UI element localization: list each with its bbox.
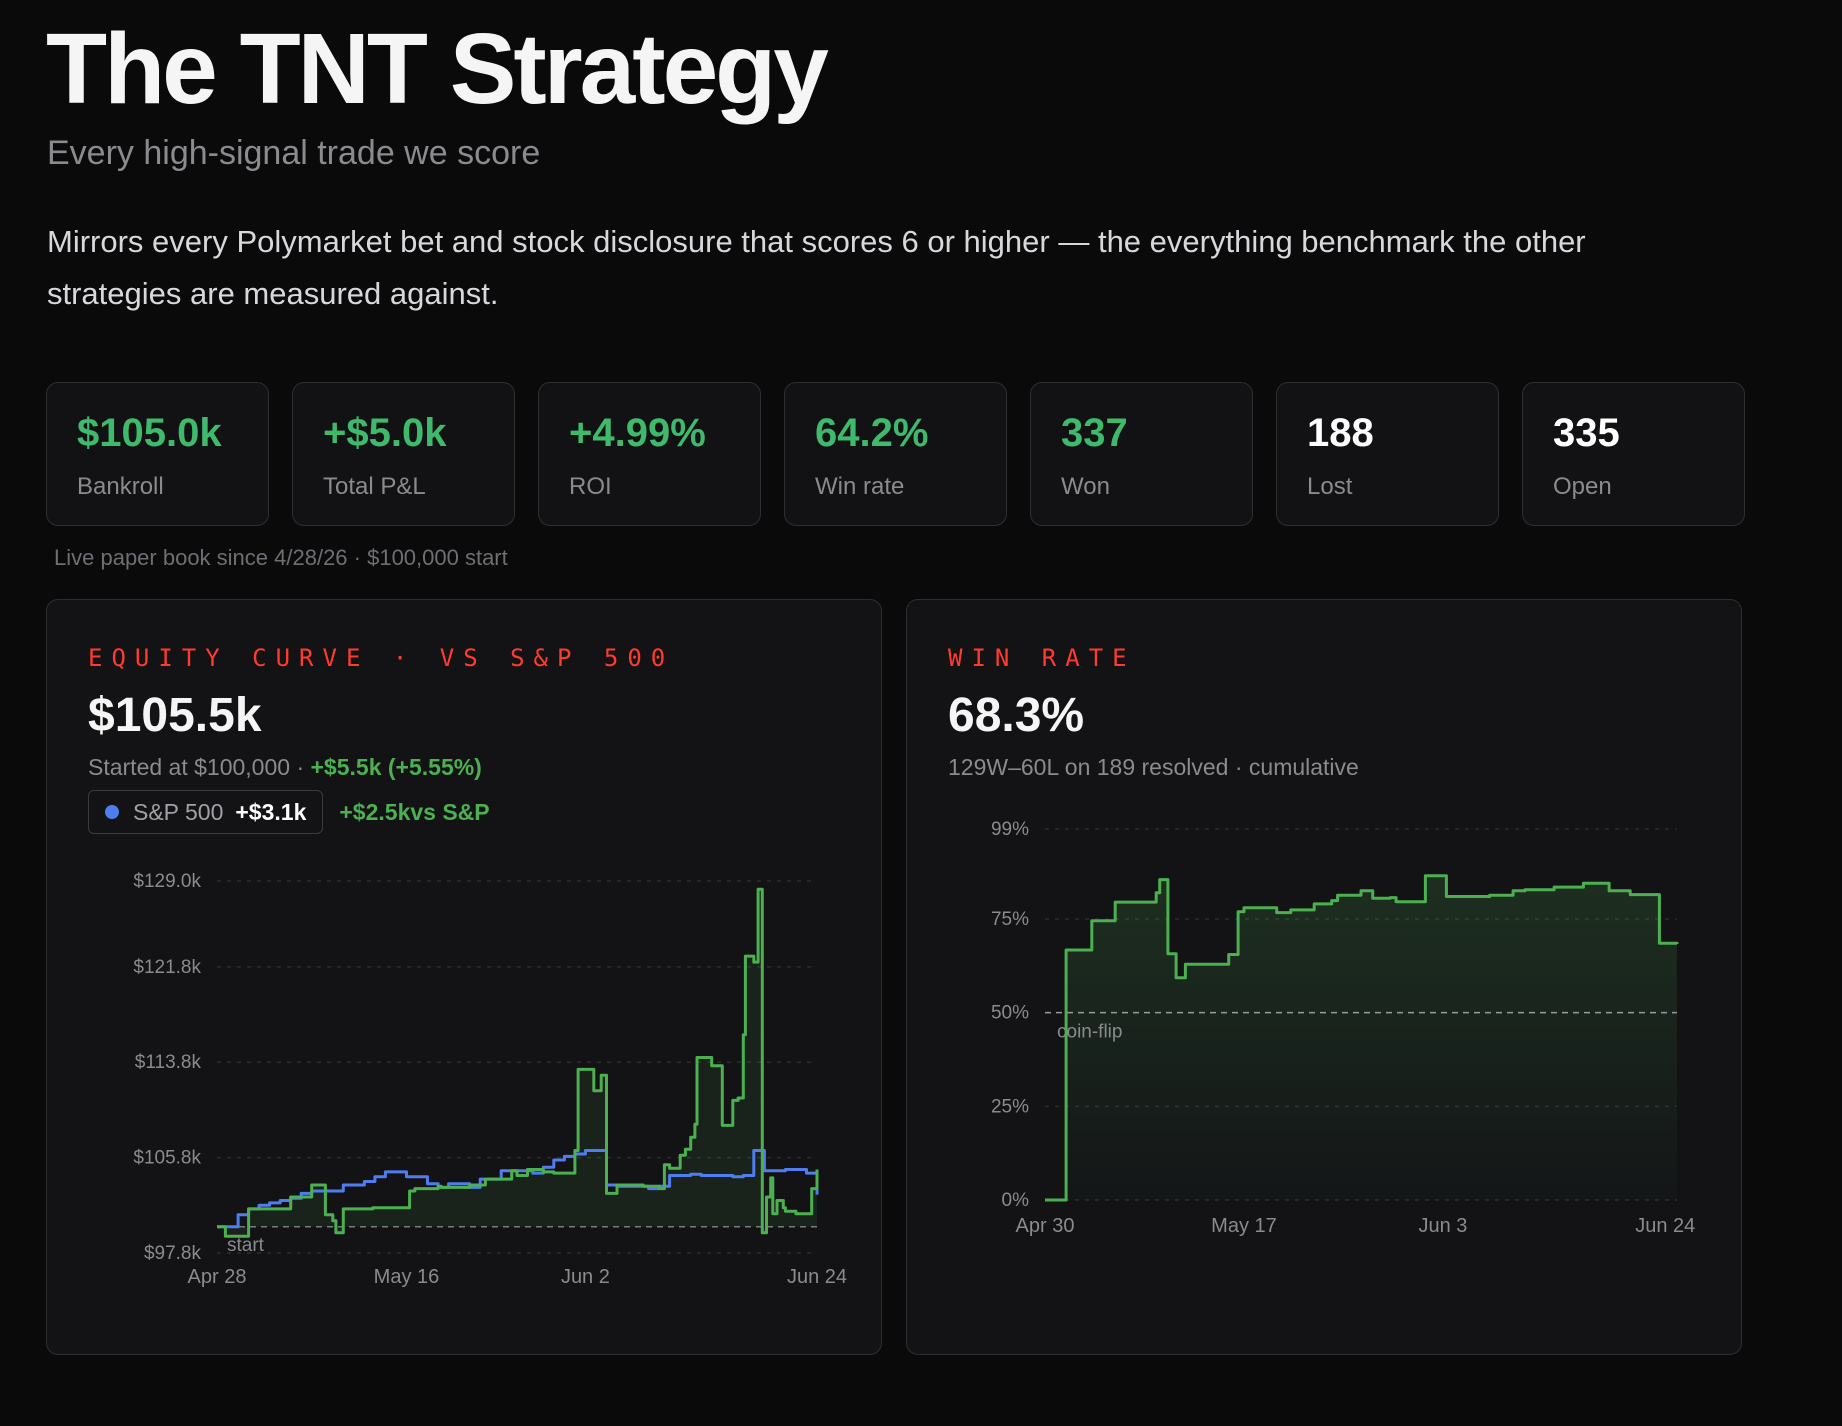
stat-card-roi: +4.99% ROI (538, 382, 761, 526)
x-tick-label: Jun 24 (1635, 1215, 1695, 1237)
equity-curve-card: EQUITY CURVE · VS S&P 500 $105.5k Starte… (46, 599, 882, 1355)
stat-card-total-pnl: +$5.0k Total P&L (292, 382, 515, 526)
stat-value: 337 (1061, 411, 1128, 455)
win-rate-line (1045, 874, 1679, 1202)
winrate-kicker: WIN RATE (948, 644, 1136, 672)
stat-label: Win rate (815, 473, 905, 500)
winrate-sub: 129W–60L on 189 resolved · cumulative (948, 754, 1359, 780)
equity-legend: S&P 500 +$3.1k +$2.5kvs S&P (88, 790, 490, 834)
strategy-description: Mirrors every Polymarket bet and stock d… (47, 224, 1586, 311)
stat-card-win-rate: 64.2% Win rate (784, 382, 1007, 526)
y-tick-label: 25% (991, 1096, 1029, 1117)
stat-value: +4.99% (569, 411, 706, 455)
win-rate-chart: 99% 75% 50% 25% 0% Apr 30 May 17 Jun 3 Jun 24 coi… (991, 819, 1695, 1237)
win-rate-card: WIN RATE 68.3% 129W–60L on 189 resolved … (906, 599, 1742, 1355)
stat-value: 335 (1553, 411, 1620, 455)
x-tick-label: Jun 2 (561, 1266, 610, 1288)
y-tick-label: 0% (1002, 1190, 1030, 1211)
strategy-line (217, 887, 819, 1238)
sp500-legend-chip[interactable]: S&P 500 +$3.1k (88, 790, 324, 834)
equity-gain: +$5.5k (+5.55%) (310, 754, 482, 780)
winrate-value: 68.3% (948, 689, 1085, 742)
stat-label: Open (1553, 473, 1612, 500)
stat-label: Won (1061, 473, 1110, 500)
coin-flip-label: coin-flip (1057, 1022, 1122, 1043)
stat-value: +$5.0k (323, 411, 447, 455)
stat-label: ROI (569, 473, 612, 500)
page-title: The TNT Strategy (46, 13, 829, 125)
y-tick-label: $105.8k (133, 1148, 201, 1169)
x-tick-label: May 16 (374, 1266, 440, 1288)
stat-value: 64.2% (815, 411, 929, 455)
sp500-legend-value: +$3.1k (235, 798, 307, 825)
stat-card-lost: 188 Lost (1276, 382, 1499, 526)
x-tick-label: Apr 30 (1016, 1215, 1075, 1237)
x-tick-label: May 17 (1211, 1215, 1277, 1237)
equity-started-text: Started at $100,000 · (88, 754, 311, 780)
y-tick-label: 99% (991, 819, 1029, 840)
y-tick-label: $121.8k (133, 957, 201, 978)
stat-label: Bankroll (77, 473, 164, 500)
stats-row: $105.0k Bankroll +$5.0k Total P&L +4.99%… (46, 382, 1745, 526)
y-tick-label: $97.8k (144, 1243, 202, 1264)
sp500-dot-icon (105, 805, 119, 819)
page-subtitle: Every high-signal trade we score (47, 134, 541, 172)
x-tick-label: Jun 24 (787, 1266, 847, 1288)
stat-value: 188 (1307, 411, 1374, 455)
equity-value: $105.5k (88, 689, 262, 742)
stat-label: Total P&L (323, 473, 426, 500)
x-tick-label: Apr 28 (188, 1266, 247, 1288)
stat-card-won: 337 Won (1030, 382, 1253, 526)
y-tick-label: $129.0k (133, 871, 201, 892)
y-tick-label: $113.8k (135, 1052, 202, 1073)
y-tick-label: 50% (991, 1003, 1029, 1024)
stat-value: $105.0k (77, 411, 222, 455)
stat-card-open: 335 Open (1522, 382, 1745, 526)
sp500-legend-name: S&P 500 (133, 798, 224, 825)
book-footnote: Live paper book since 4/28/26 · $100,000… (54, 545, 508, 570)
win-rate-area (1045, 875, 1677, 1200)
stat-label: Lost (1307, 473, 1353, 500)
equity-started: Started at $100,000 · +$5.5k (+5.55%) (88, 754, 482, 781)
vs-sp500-delta: +$2.5kvs S&P (339, 798, 490, 825)
x-tick-label: Jun 3 (1418, 1215, 1467, 1237)
stat-card-bankroll: $105.0k Bankroll (46, 382, 269, 526)
y-tick-label: 75% (991, 909, 1029, 930)
start-label: start (227, 1235, 265, 1256)
equity-kicker: EQUITY CURVE · VS S&P 500 (88, 644, 675, 672)
